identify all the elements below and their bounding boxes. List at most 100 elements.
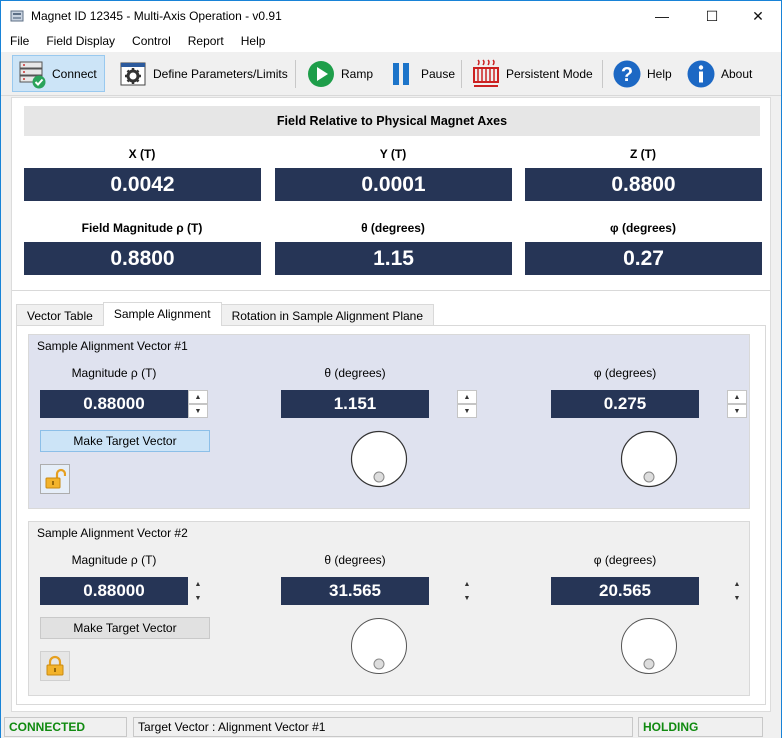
- title-bar: Magnet ID 12345 - Multi-Axis Operation -…: [1, 1, 781, 31]
- lock-icon: [46, 655, 64, 676]
- vector-1-theta-spinner[interactable]: ▲ ▼: [457, 390, 477, 418]
- alignment-vector-1-group[interactable]: Sample Alignment Vector #1 Magnitude ρ (…: [28, 334, 750, 509]
- spin-down-icon[interactable]: ▼: [733, 594, 741, 602]
- help-label: Help: [647, 66, 672, 81]
- toolbar-separator: [295, 60, 296, 88]
- menu-help[interactable]: Help: [240, 34, 266, 48]
- persistent-mode-button[interactable]: Persistent Mode: [467, 55, 597, 92]
- spin-down-icon[interactable]: ▼: [463, 594, 471, 602]
- spin-up-icon[interactable]: ▲: [727, 390, 747, 404]
- menu-file[interactable]: File: [10, 34, 30, 48]
- vector-2-magnitude-spinner[interactable]: ▲ ▼: [188, 577, 208, 605]
- spin-up-icon[interactable]: ▲: [457, 390, 477, 404]
- vector-2-theta-spinner[interactable]: ▲ ▼: [457, 577, 477, 605]
- spin-down-icon[interactable]: ▼: [188, 404, 208, 418]
- target-vector-status: Target Vector : Alignment Vector #1: [133, 717, 633, 737]
- sample-alignment-panel: Sample Alignment Vector #1 Magnitude ρ (…: [16, 325, 766, 705]
- vector-1-lock-button[interactable]: [40, 464, 70, 494]
- vector-1-magnitude-spinner[interactable]: ▲ ▼: [188, 390, 208, 418]
- vector-1-theta-knob[interactable]: [350, 430, 408, 488]
- vector-1-theta-input[interactable]: 1.151: [281, 390, 429, 418]
- menu-field-display[interactable]: Field Display: [46, 34, 116, 48]
- tab-rotation-in-plane[interactable]: Rotation in Sample Alignment Plane: [220, 304, 435, 326]
- phi-label: φ (degrees): [610, 221, 676, 235]
- spin-up-icon[interactable]: ▲: [194, 580, 202, 588]
- heater-coil-icon: [471, 58, 501, 89]
- magnitude-label: Field Magnitude ρ (T): [81, 221, 203, 235]
- about-button[interactable]: About: [682, 55, 756, 92]
- play-icon: [306, 59, 336, 89]
- info-icon: [686, 59, 716, 89]
- theta-label: θ (degrees): [361, 221, 425, 235]
- spin-down-icon[interactable]: ▼: [457, 404, 477, 418]
- vector-2-lock-button[interactable]: [40, 651, 70, 681]
- z-value: 0.8800: [525, 168, 762, 201]
- persistent-mode-label: Persistent Mode: [506, 66, 593, 81]
- status-bar: CONNECTED Target Vector : Alignment Vect…: [1, 716, 781, 738]
- vector-1-magnitude-input[interactable]: 0.88000: [40, 390, 188, 418]
- ramp-button[interactable]: Ramp: [302, 55, 377, 92]
- connect-button[interactable]: Connect: [12, 55, 105, 92]
- y-label: Y (T): [379, 147, 407, 161]
- toolbar-separator: [461, 60, 462, 88]
- x-label: X (T): [128, 147, 156, 161]
- vector-1-magnitude-label: Magnitude ρ (T): [71, 366, 157, 380]
- server-check-icon: [17, 59, 47, 89]
- magnitude-value: 0.8800: [24, 242, 261, 275]
- vector-2-phi-spinner[interactable]: ▲ ▼: [727, 577, 747, 605]
- alignment-vector-2-group[interactable]: Sample Alignment Vector #2 Magnitude ρ (…: [28, 521, 750, 696]
- field-section-header: Field Relative to Physical Magnet Axes: [24, 106, 760, 136]
- unlock-icon: [45, 468, 66, 489]
- define-parameters-button[interactable]: Define Parameters/Limits: [114, 55, 292, 92]
- holding-status: HOLDING: [638, 717, 763, 737]
- vector-2-magnitude-label: Magnitude ρ (T): [71, 553, 157, 567]
- close-button[interactable]: ✕: [752, 7, 764, 24]
- menu-control[interactable]: Control: [132, 34, 171, 48]
- vector-2-make-target-button[interactable]: Make Target Vector: [40, 617, 210, 639]
- vector-1-theta-label: θ (degrees): [324, 366, 386, 380]
- vector-2-theta-input[interactable]: 31.565: [281, 577, 429, 605]
- menu-report[interactable]: Report: [187, 34, 224, 48]
- vector-2-magnitude-input[interactable]: 0.88000: [40, 577, 188, 605]
- vector-2-theta-label: θ (degrees): [324, 553, 386, 567]
- connect-label: Connect: [52, 66, 97, 81]
- main-panel: Field Relative to Physical Magnet Axes X…: [11, 97, 771, 712]
- gear-window-icon: [118, 59, 148, 89]
- spin-down-icon[interactable]: ▼: [727, 404, 747, 418]
- minimize-button[interactable]: —: [655, 8, 669, 24]
- spin-up-icon[interactable]: ▲: [463, 580, 471, 588]
- pause-icon: [386, 59, 416, 89]
- help-button[interactable]: ? Help: [608, 55, 676, 92]
- spin-up-icon[interactable]: ▲: [733, 580, 741, 588]
- vector-2-title: Sample Alignment Vector #2: [37, 526, 188, 540]
- vector-2-phi-label: φ (degrees): [593, 553, 657, 567]
- vector-1-make-target-button[interactable]: Make Target Vector: [40, 430, 210, 452]
- pause-label: Pause: [421, 66, 456, 81]
- theta-value: 1.15: [275, 242, 512, 275]
- menu-bar: File Field Display Control Report Help: [1, 31, 781, 52]
- question-icon: ?: [612, 59, 642, 89]
- vector-1-phi-input[interactable]: 0.275: [551, 390, 699, 418]
- spin-up-icon[interactable]: ▲: [188, 390, 208, 404]
- vector-1-phi-label: φ (degrees): [593, 366, 657, 380]
- phi-value: 0.27: [525, 242, 762, 275]
- toolbar-separator: [602, 60, 603, 88]
- maximize-button[interactable]: ☐: [705, 7, 719, 24]
- vector-2-theta-knob[interactable]: [350, 617, 408, 675]
- x-value: 0.0042: [24, 168, 261, 201]
- spin-down-icon[interactable]: ▼: [194, 594, 202, 602]
- tab-sample-alignment[interactable]: Sample Alignment: [102, 302, 222, 326]
- vector-2-phi-input[interactable]: 20.565: [551, 577, 699, 605]
- vector-2-phi-knob[interactable]: [620, 617, 678, 675]
- about-label: About: [721, 66, 753, 81]
- y-value: 0.0001: [275, 168, 512, 201]
- window-title: Magnet ID 12345 - Multi-Axis Operation -…: [31, 9, 282, 23]
- svg-text:?: ?: [621, 64, 633, 86]
- pause-button[interactable]: Pause: [382, 55, 459, 92]
- vector-1-phi-knob[interactable]: [620, 430, 678, 488]
- vector-1-title: Sample Alignment Vector #1: [37, 339, 188, 353]
- tab-vector-table[interactable]: Vector Table: [16, 304, 104, 326]
- toolbar: Connect Define Parameters/Limits: [1, 52, 781, 96]
- vector-1-phi-spinner[interactable]: ▲ ▼: [727, 390, 747, 418]
